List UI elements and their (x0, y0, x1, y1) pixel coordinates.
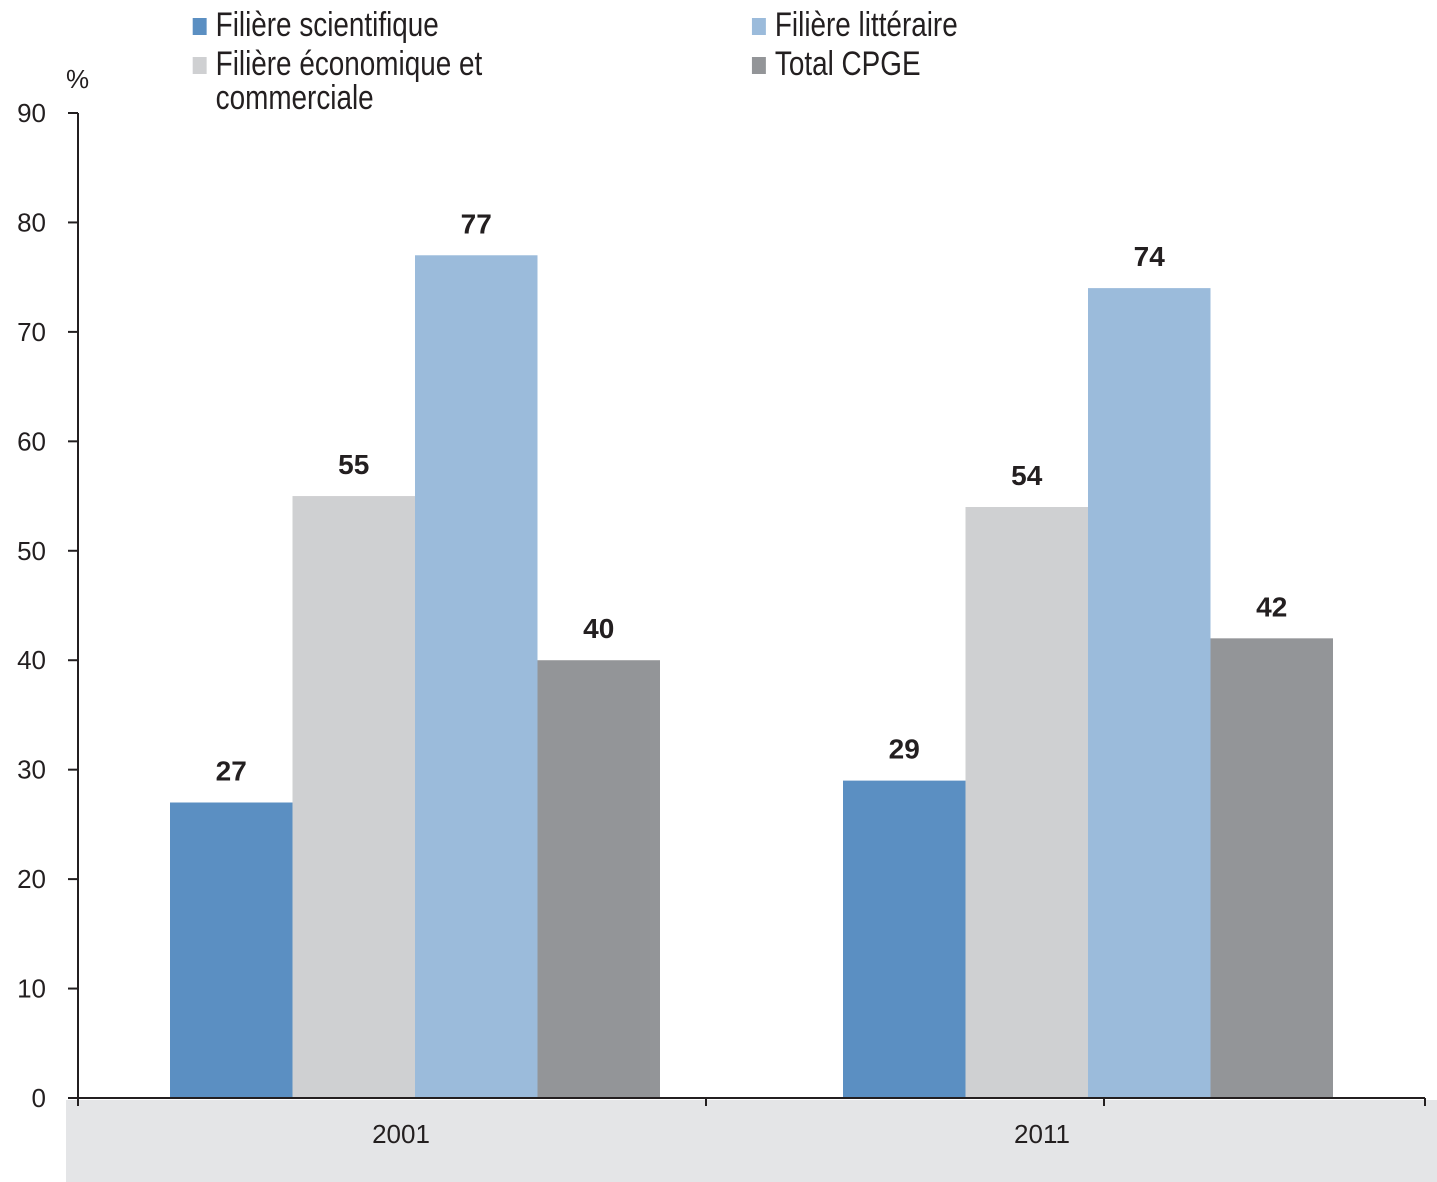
x-tick-label-2001: 2001 (372, 1119, 430, 1149)
value-label-2001-series-0: 27 (216, 756, 247, 787)
y-tick-label: 80 (17, 207, 46, 237)
y-axis: 0 10 20 30 40 50 60 70 80 90 (17, 98, 79, 1113)
legend-swatch (192, 18, 207, 35)
bar-2011-series-1 (965, 507, 1088, 1098)
y-tick-label: 70 (17, 317, 46, 347)
y-tick-label: 10 (17, 974, 46, 1004)
bar-2011-series-3 (1210, 638, 1333, 1098)
legend-label: Filière scientifique (215, 6, 439, 44)
bar-2011-series-2 (1088, 288, 1211, 1099)
y-axis-title: % (66, 64, 89, 94)
value-label-2011-series-1: 54 (1011, 460, 1043, 491)
legend-swatch (192, 57, 207, 74)
y-tick-label: 0 (32, 1083, 46, 1113)
value-label-2001-series-3: 40 (583, 613, 614, 644)
legend-label: Total CPGE (774, 45, 921, 83)
value-labels-group: 27 55 77 40 29 54 74 42 (216, 208, 1288, 786)
y-tick-label: 50 (17, 536, 46, 566)
value-label-2001-series-2: 77 (461, 208, 492, 239)
value-label-2001-series-1: 55 (338, 449, 369, 480)
bar-2001-series-1 (292, 496, 415, 1098)
category-band (66, 1100, 1437, 1182)
bar-2001-series-2 (415, 255, 538, 1098)
y-tick-label: 40 (17, 645, 46, 675)
y-tick-label: 60 (17, 426, 46, 456)
bar-2001-series-3 (537, 660, 660, 1098)
legend: Filière scientifique Filière littéraire … (0, 0, 1178, 120)
value-label-2011-series-3: 42 (1256, 591, 1287, 622)
legend-swatch (751, 57, 766, 74)
y-tick-label: 90 (17, 98, 46, 128)
bars-group (170, 255, 1333, 1099)
value-label-2011-series-0: 29 (889, 734, 920, 765)
legend-swatch (751, 18, 766, 35)
legend-label: Filière économique et commerciale (215, 45, 483, 117)
x-axis: 2001 2011 (77, 1097, 1426, 1149)
bar-2001-series-0 (170, 802, 293, 1098)
x-tick-label-2011: 2011 (1014, 1119, 1070, 1149)
legend-label: Filière littéraire (774, 6, 958, 44)
bar-2011-series-0 (843, 780, 966, 1098)
y-tick-label: 30 (17, 755, 46, 785)
value-label-2011-series-2: 74 (1134, 241, 1166, 272)
y-tick-label: 20 (17, 864, 46, 894)
